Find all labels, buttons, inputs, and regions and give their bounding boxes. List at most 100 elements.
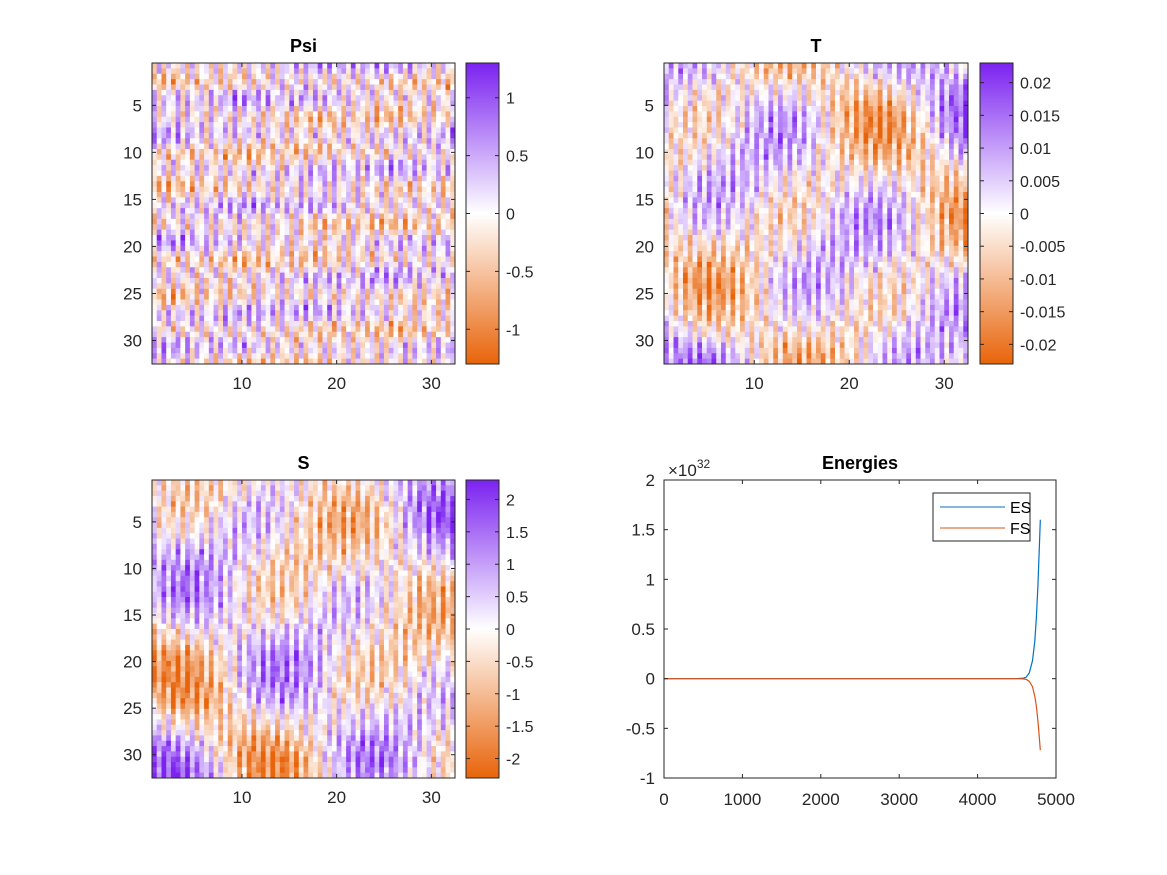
heatmap-cell	[683, 79, 689, 86]
heatmap-cell	[360, 149, 366, 155]
heatmap-cell	[412, 170, 418, 177]
heatmap-cell	[953, 106, 960, 112]
heatmap-cell	[868, 111, 874, 118]
heatmap-cell	[161, 294, 167, 301]
heatmap-cell	[702, 68, 708, 75]
heatmap-cell	[152, 299, 158, 306]
heatmap-cell	[312, 68, 319, 75]
heatmap-cell	[445, 267, 451, 274]
heatmap-cell	[327, 283, 333, 290]
heatmap-cell	[246, 310, 253, 317]
heatmap-cell	[782, 143, 789, 150]
heatmap-cell	[934, 116, 941, 123]
heatmap-cell	[279, 149, 286, 155]
heatmap-cell	[289, 337, 295, 344]
heatmap-cell	[204, 304, 210, 311]
heatmap-cell	[388, 229, 395, 236]
heatmap-cell	[189, 326, 196, 333]
heatmap-cell	[199, 229, 205, 236]
heatmap-cell	[440, 111, 447, 118]
heatmap-cell	[237, 310, 243, 317]
heatmap-cell	[350, 299, 357, 306]
heatmap-cell	[721, 127, 727, 134]
heatmap-cell	[407, 197, 413, 204]
heatmap-cell	[768, 73, 774, 80]
heatmap-cell	[170, 310, 177, 317]
heatmap-cell	[322, 73, 328, 80]
heatmap-cell	[204, 218, 210, 225]
heatmap-cell	[944, 84, 950, 91]
heatmap-cell	[925, 170, 931, 177]
heatmap-cell	[412, 149, 418, 155]
heatmap-cell	[270, 304, 276, 311]
heatmap-cell	[407, 95, 413, 102]
heatmap-cell	[346, 116, 352, 123]
heatmap-cell	[768, 84, 774, 91]
heatmap-cell	[721, 143, 727, 150]
heatmap-cell	[768, 159, 774, 166]
heatmap-cell	[317, 240, 324, 247]
heatmap-cell	[697, 170, 703, 177]
heatmap-cell	[664, 100, 670, 107]
heatmap-cell	[265, 347, 271, 354]
heatmap-cell	[436, 79, 442, 86]
heatmap-cell	[445, 132, 451, 139]
heatmap-cell	[811, 73, 817, 80]
heatmap-cell	[763, 165, 770, 172]
heatmap-cell	[393, 315, 399, 322]
heatmap-cell	[398, 127, 404, 134]
heatmap-cell	[763, 73, 770, 80]
heatmap-cell	[289, 294, 295, 301]
heatmap-cell	[341, 106, 347, 112]
heatmap-cell	[241, 304, 248, 311]
heatmap-cell	[303, 186, 309, 193]
heatmap-cell	[825, 159, 831, 166]
heatmap-cell	[152, 208, 158, 215]
heatmap-cell	[825, 165, 831, 172]
heatmap-cell	[763, 116, 770, 123]
heatmap-cell	[284, 165, 290, 172]
heatmap-cell	[194, 106, 200, 112]
heatmap-cell	[303, 299, 309, 306]
heatmap-cell	[797, 116, 803, 123]
heatmap-cell	[687, 159, 694, 166]
heatmap-cell	[275, 347, 281, 354]
heatmap-cell	[312, 197, 319, 204]
heatmap-cell	[949, 68, 955, 75]
x-tick-label: 10	[232, 374, 251, 393]
heatmap-cell	[260, 181, 267, 188]
heatmap-cell	[763, 106, 770, 112]
heatmap-cell	[317, 218, 324, 225]
heatmap-cell	[161, 267, 167, 274]
heatmap-cell	[421, 170, 428, 177]
heatmap-cell	[279, 304, 286, 311]
heatmap-cell	[298, 272, 305, 279]
heatmap-cell	[180, 278, 186, 284]
heatmap-cell	[317, 111, 324, 118]
heatmap-cell	[773, 111, 779, 118]
heatmap-cell	[393, 283, 399, 290]
heatmap-cell	[175, 192, 181, 198]
heatmap-cell	[185, 347, 191, 354]
heatmap-cell	[355, 181, 361, 188]
heatmap-cell	[426, 353, 432, 360]
heatmap-cell	[787, 170, 793, 177]
heatmap-cell	[152, 197, 158, 204]
heatmap-cell	[237, 89, 243, 96]
heatmap-cell	[161, 143, 167, 150]
heatmap-cell	[450, 63, 455, 69]
heatmap-cell	[692, 89, 698, 96]
heatmap-cell	[308, 149, 314, 155]
heatmap-cell	[393, 159, 399, 166]
heatmap-cell	[223, 310, 229, 317]
heatmap-cell	[232, 229, 238, 236]
heatmap-cell	[303, 89, 309, 96]
heatmap-cell	[379, 100, 385, 107]
heatmap-cell	[204, 337, 210, 344]
heatmap-cell	[374, 100, 380, 107]
heatmap-cell	[426, 68, 432, 75]
heatmap-cell	[279, 235, 286, 241]
heatmap-cell	[294, 294, 300, 301]
heatmap-cell	[213, 294, 219, 301]
heatmap-cell	[426, 288, 432, 295]
